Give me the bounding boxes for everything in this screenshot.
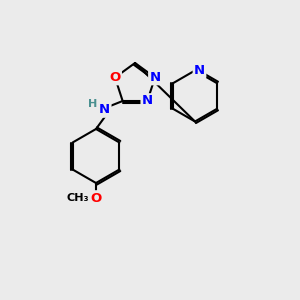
Text: N: N — [149, 71, 161, 84]
Text: N: N — [99, 103, 110, 116]
Text: CH₃: CH₃ — [67, 193, 89, 203]
Text: N: N — [142, 94, 153, 107]
Text: N: N — [194, 64, 205, 77]
Text: O: O — [90, 191, 102, 205]
Text: H: H — [88, 99, 97, 109]
Text: O: O — [110, 71, 121, 84]
